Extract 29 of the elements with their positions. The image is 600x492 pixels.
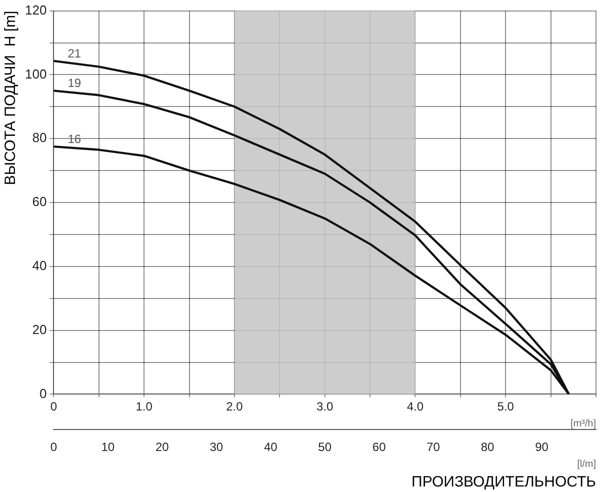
x2-tick-label: 30 <box>210 440 224 454</box>
y-tick-label: 20 <box>32 322 47 337</box>
x2-tick-label: 10 <box>101 440 115 454</box>
y-tick-label: 80 <box>32 130 47 146</box>
x2-tick-label: 60 <box>372 440 386 454</box>
x-tick-label: 3.0 <box>316 400 334 414</box>
x2-tick-label: 0 <box>50 440 58 454</box>
series-label: 19 <box>68 76 82 90</box>
y-tick-label: 120 <box>24 2 47 18</box>
y-axis-title: ВЫСОТА ПОДАЧИ H [m] <box>2 10 20 186</box>
x-tick-label: 1.0 <box>136 400 153 414</box>
x-tick-label: 2.0 <box>226 400 244 414</box>
x-tick-label: 0 <box>50 400 58 414</box>
y-tick-label: 60 <box>32 194 47 210</box>
x2-tick-label: 70 <box>426 440 440 454</box>
x2-tick-label: 90 <box>535 440 549 454</box>
y-tick-label: 100 <box>24 66 47 82</box>
x-axis-title: [m³/h] <box>570 418 596 430</box>
x2-axis-title: [l/m] <box>577 458 596 470</box>
x2-tick-label: 50 <box>318 440 332 454</box>
y-tick-label: 40 <box>32 258 47 273</box>
x2-tick-label: 80 <box>480 440 495 454</box>
x2-tick-label: 40 <box>264 440 278 454</box>
y-tick-label: 0 <box>39 386 47 401</box>
x-tick-label: 5.0 <box>497 400 514 414</box>
text: ПРОИЗВОДИТЕЛЬНОСТЬ <box>412 474 596 491</box>
series-label: 21 <box>68 46 82 60</box>
x2-tick-label: 20 <box>155 440 170 454</box>
x-tick-label: 4.0 <box>406 400 424 414</box>
